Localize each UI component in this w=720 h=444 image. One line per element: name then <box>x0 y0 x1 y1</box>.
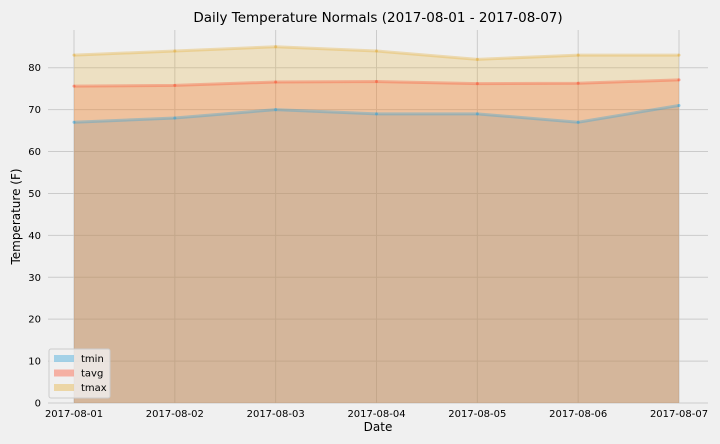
y-tick-label: 10 <box>28 357 41 368</box>
data-point-tmax <box>677 53 681 57</box>
data-point-tmin <box>375 112 378 116</box>
x-axis-label: Date <box>364 420 393 434</box>
y-tick-label: 30 <box>28 273 41 284</box>
area-fill-tmin <box>74 105 679 403</box>
x-tick-label: 2017-08-02 <box>146 409 204 420</box>
y-tick-label: 60 <box>28 147 41 158</box>
legend-label-tmin: tmin <box>81 354 104 365</box>
y-tick-label: 50 <box>28 189 41 200</box>
data-point-tavg <box>677 78 681 82</box>
data-point-tavg <box>576 81 580 85</box>
data-point-tmin <box>72 120 76 124</box>
data-point-tmax <box>274 45 278 49</box>
chart-title: Daily Temperature Normals (2017-08-01 - … <box>193 10 562 26</box>
data-point-tmax <box>375 49 378 53</box>
x-tick-label: 2017-08-01 <box>45 409 103 420</box>
grid-lines <box>48 30 708 404</box>
area-fill-tmax <box>74 46 679 404</box>
data-point-tmin <box>173 116 177 120</box>
data-point-tavg <box>72 84 76 88</box>
data-point-tmax <box>72 53 76 57</box>
data-point-tmax <box>475 57 479 61</box>
x-tick-label: 2017-08-05 <box>448 409 506 420</box>
legend-swatch-tmin <box>54 355 74 362</box>
y-tick-label: 0 <box>35 399 41 410</box>
data-point-tmax <box>173 49 177 53</box>
y-axis-ticks: 0 10 20 30 40 50 60 70 80 <box>28 63 41 409</box>
data-point-tavg <box>173 83 177 87</box>
y-tick-label: 40 <box>28 231 41 242</box>
legend-box <box>48 348 111 399</box>
legend-swatch-tavg <box>54 369 74 377</box>
x-axis-ticks: 2017-08-01 2017-08-02 2017-08-03 2017-08-04… <box>45 409 708 420</box>
area-fill-tavg <box>74 79 679 403</box>
data-point-tmax <box>576 53 580 57</box>
area-series <box>72 45 681 404</box>
plot-background <box>48 30 708 403</box>
data-point-tavg <box>475 82 479 86</box>
data-point-tmin <box>677 103 681 107</box>
x-tick-label: 2017-08-03 <box>247 409 305 420</box>
data-point-tmin <box>576 120 580 124</box>
x-tick-label: 2017-08-07 <box>650 409 708 420</box>
y-tick-label: 80 <box>28 63 41 74</box>
legend-swatch-tmax <box>54 384 74 391</box>
x-tick-label: 2017-08-06 <box>549 409 607 420</box>
data-point-tavg <box>375 80 378 84</box>
legend: tmin tavg tmax <box>48 348 111 399</box>
data-point-tavg <box>274 80 278 84</box>
y-tick-label: 70 <box>28 105 41 116</box>
x-tick-label: 2017-08-04 <box>347 409 405 420</box>
legend-label-tavg: tavg <box>81 369 103 380</box>
legend-label-tmax: tmax <box>81 383 107 394</box>
y-tick-label: 20 <box>28 315 41 326</box>
data-point-tmin <box>274 108 278 112</box>
data-point-tmin <box>475 112 479 116</box>
y-axis-label: Temperature (F) <box>9 168 23 265</box>
